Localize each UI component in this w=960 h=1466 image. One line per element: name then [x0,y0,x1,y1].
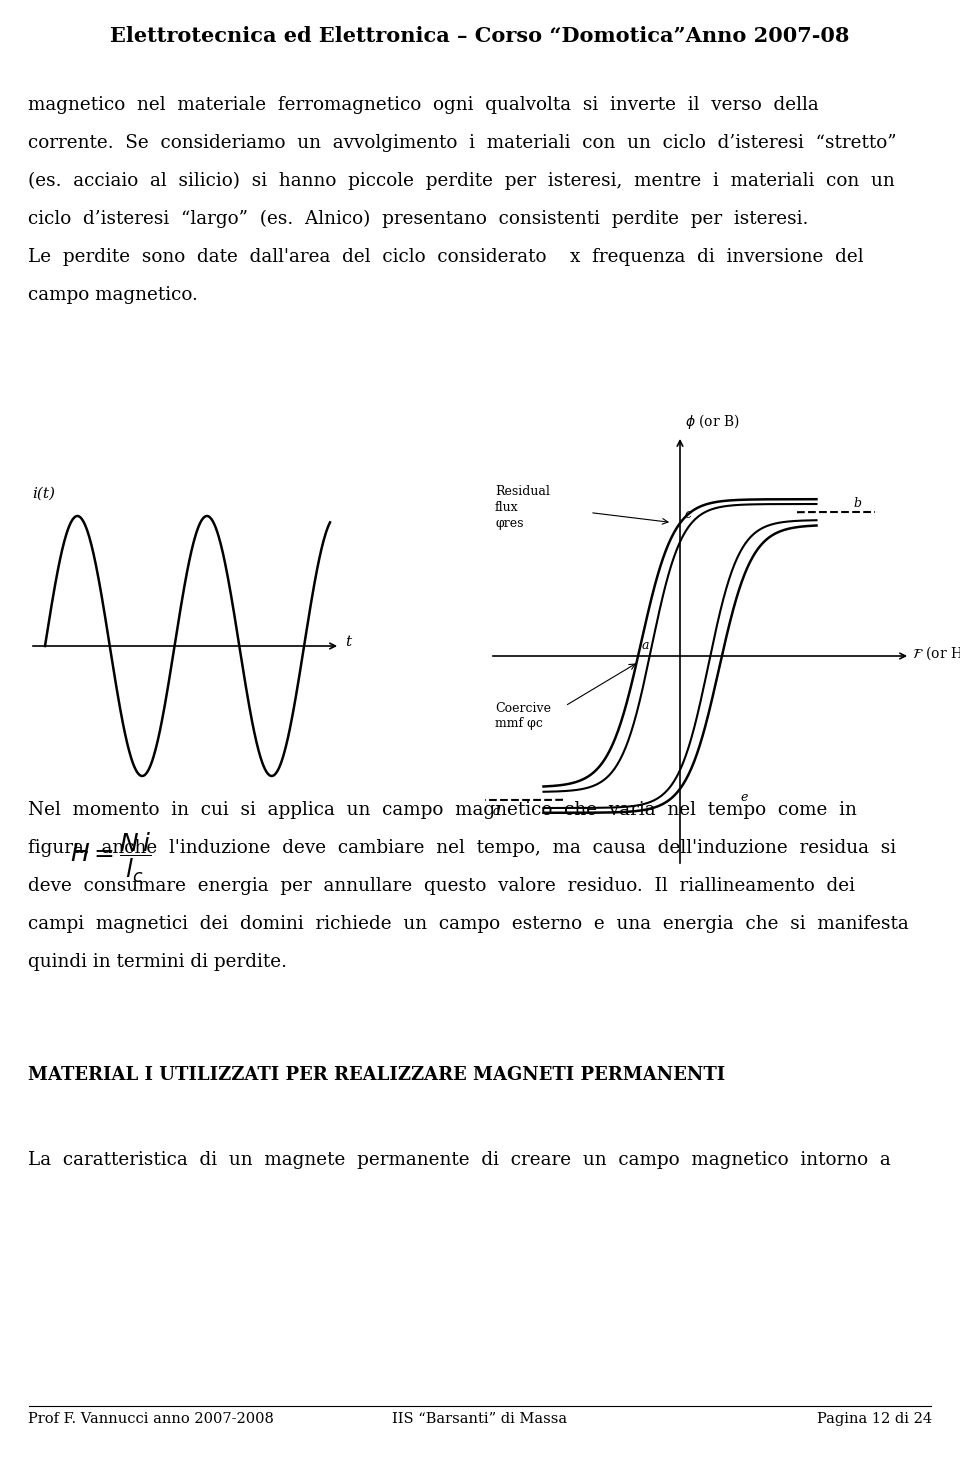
Text: Le  perdite  sono  date  dall'area  del  ciclo  considerato    x  frequenza  di : Le perdite sono date dall'area del ciclo… [28,248,864,265]
Text: Elettrotecnica ed Elettronica – Corso “Domotica”Anno 2007-08: Elettrotecnica ed Elettronica – Corso “D… [110,26,850,45]
Text: $H = \dfrac{N\,i}{l_c}$: $H = \dfrac{N\,i}{l_c}$ [70,831,151,885]
Text: t: t [345,635,351,649]
Text: Residual
flux
φres: Residual flux φres [495,485,550,531]
Text: a: a [641,639,649,652]
Text: deve  consumare  energia  per  annullare  questo  valore  residuo.  Il  rialline: deve consumare energia per annullare que… [28,877,855,896]
Text: i(t): i(t) [32,487,55,501]
Text: magnetico  nel  materiale  ferromagnetico  ogni  qualvolta  si  inverte  il  ver: magnetico nel materiale ferromagnetico o… [28,95,819,114]
Text: ciclo  d’isteresi  “largo”  (es.  Alnico)  presentano  consistenti  perdite  per: ciclo d’isteresi “largo” (es. Alnico) pr… [28,210,808,229]
Text: b: b [853,497,861,510]
Text: Prof F. Vannucci anno 2007-2008: Prof F. Vannucci anno 2007-2008 [28,1412,274,1426]
Text: c: c [684,507,691,520]
Text: quindi in termini di perdite.: quindi in termini di perdite. [28,953,287,970]
Text: La  caratteristica  di  un  magnete  permanente  di  creare  un  campo  magnetic: La caratteristica di un magnete permanen… [28,1151,891,1168]
Text: MATERIAL I UTILIZZATI PER REALIZZARE MAGNETI PERMANENTI: MATERIAL I UTILIZZATI PER REALIZZARE MAG… [28,1066,725,1083]
Text: corrente.  Se  consideriamo  un  avvolgimento  i  materiali  con  un  ciclo  d’i: corrente. Se consideriamo un avvolgiment… [28,133,897,152]
Text: Nel  momento  in  cui  si  applica  un  campo  magnetico  che  varia  nel  tempo: Nel momento in cui si applica un campo m… [28,800,857,819]
Text: Coercive
mmf φc: Coercive mmf φc [495,702,551,730]
Text: d: d [493,805,501,818]
Text: Pagina 12 di 24: Pagina 12 di 24 [817,1412,932,1426]
Text: figura,  anche  l'induzione  deve  cambiare  nel  tempo,  ma  causa  dell'induzi: figura, anche l'induzione deve cambiare … [28,839,896,858]
Text: campo magnetico.: campo magnetico. [28,286,198,303]
Text: $\phi$ (or B): $\phi$ (or B) [685,412,740,431]
Text: e: e [740,792,748,805]
Text: (es.  acciaio  al  silicio)  si  hanno  piccole  perdite  per  isteresi,  mentre: (es. acciaio al silicio) si hanno piccol… [28,172,895,191]
Text: campi  magnetici  dei  domini  richiede  un  campo  esterno  e  una  energia  ch: campi magnetici dei domini richiede un c… [28,915,909,932]
Text: $\mathcal{F}$ (or H): $\mathcal{F}$ (or H) [912,644,960,661]
Text: IIS “Barsanti” di Massa: IIS “Barsanti” di Massa [393,1412,567,1426]
